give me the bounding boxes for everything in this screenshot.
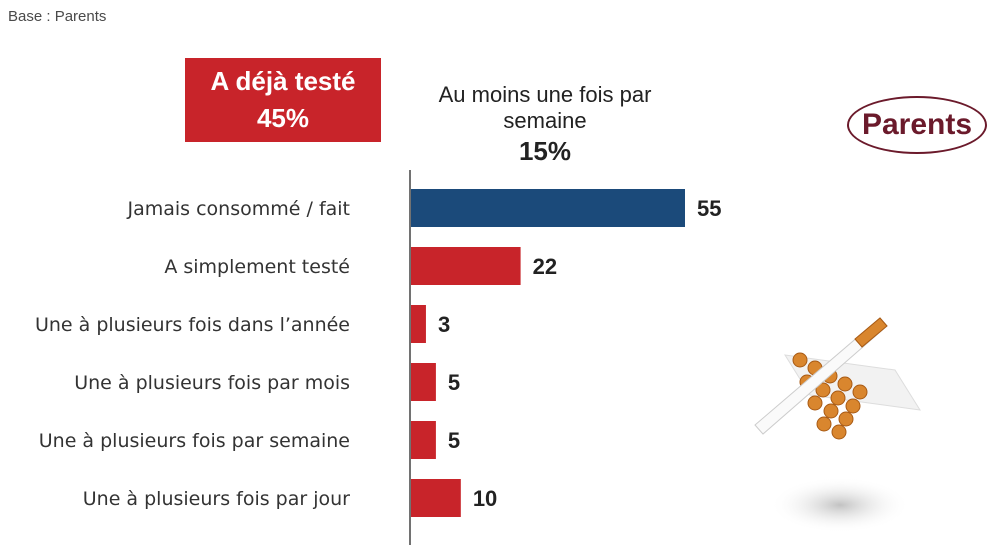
bar <box>411 305 426 343</box>
bar <box>411 247 521 285</box>
shadow-shape <box>770 477 910 533</box>
parents-badge: Parents <box>847 96 987 154</box>
category-label: Une à plusieurs fois par mois <box>74 372 350 394</box>
cigarettes-image <box>754 317 921 533</box>
value-label: 10 <box>473 486 497 511</box>
value-label: 3 <box>438 312 450 337</box>
weekly-value: 15% <box>518 136 572 166</box>
base-label: Base : Parents <box>8 8 107 25</box>
weekly-summary: Au moins une fois par semaine 15% <box>395 82 695 167</box>
weekly-label: Au moins une fois par semaine <box>438 82 652 133</box>
category-label: Une à plusieurs fois dans l’année <box>35 314 350 336</box>
bar <box>411 363 436 401</box>
category-label: A simplement testé <box>164 256 350 278</box>
bar <box>411 189 685 227</box>
tested-summary-box: A déjà testé 45% <box>185 58 381 142</box>
bar <box>411 479 461 517</box>
cigarette-pile-shape <box>754 317 921 440</box>
value-label: 55 <box>697 196 721 221</box>
tested-label: A déjà testé <box>210 66 356 96</box>
tested-value: 45% <box>256 103 310 133</box>
value-label: 5 <box>448 370 460 395</box>
category-label: Une à plusieurs fois par jour <box>83 488 350 510</box>
value-label: 22 <box>533 254 557 279</box>
category-label: Une à plusieurs fois par semaine <box>39 430 350 452</box>
category-label: Jamais consommé / fait <box>127 198 351 220</box>
value-label: 5 <box>448 428 460 453</box>
bar <box>411 421 436 459</box>
